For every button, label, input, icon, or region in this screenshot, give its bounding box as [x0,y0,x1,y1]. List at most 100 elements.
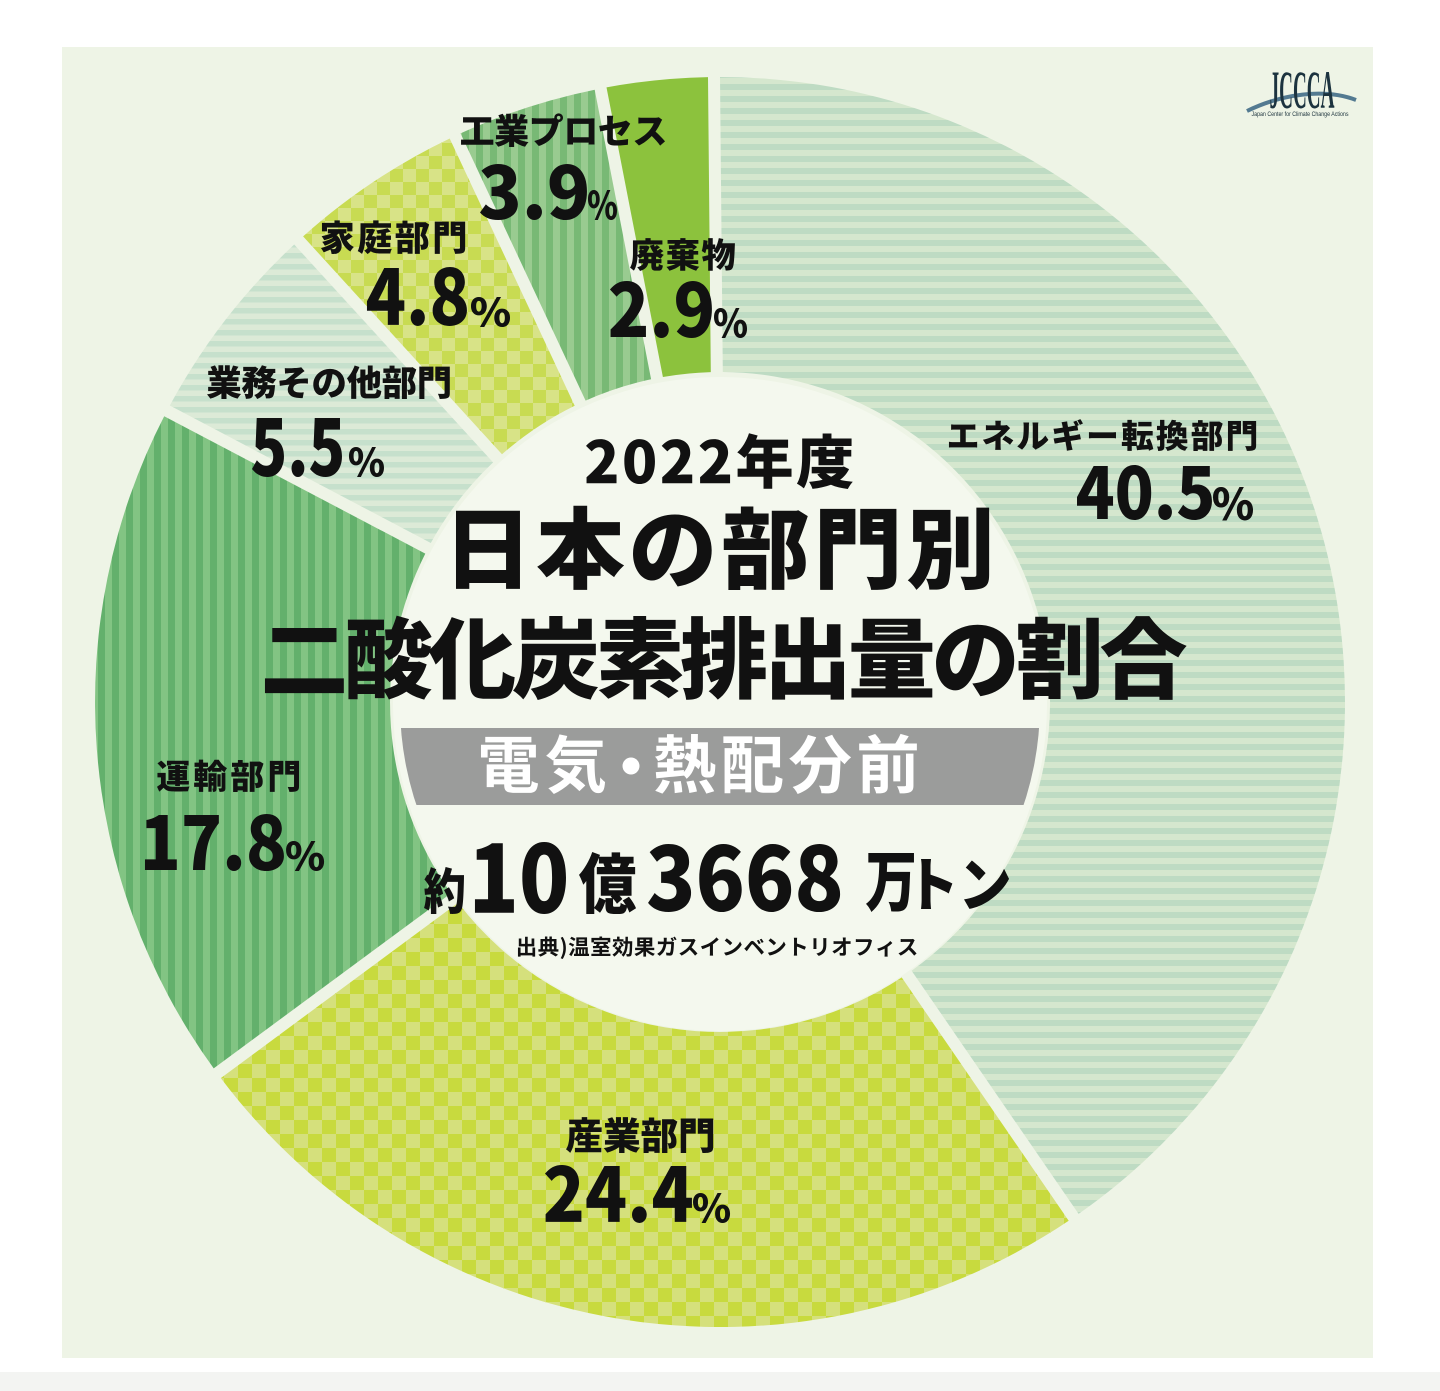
glyph [679,938,698,956]
glyph [680,1118,714,1153]
sector-label-process: 工業プロセス [461,113,666,148]
total-prefix: 約 [424,867,465,914]
glyph [538,936,559,957]
glyph [1017,422,1049,450]
glyph [424,867,465,914]
sector-percent-household: % [470,297,511,328]
glyph [434,221,466,254]
chart-title-line2: 日本の部門別 [455,505,990,591]
glyph [279,367,308,399]
glyph [346,365,382,399]
sector-percent-commercial: % [348,447,384,478]
glyph [252,418,284,477]
glyph [313,368,345,398]
glyph [286,841,325,872]
sector-value-waste: 2.9 [609,281,712,339]
glyph [419,366,450,399]
glyph [1177,465,1212,520]
glyph [681,615,766,700]
sector-value-transport: 17.8 [144,814,284,872]
glyph [661,439,693,484]
glyph [612,936,633,957]
glyph [798,844,841,913]
sector-value-industry: 24.4 [544,1164,692,1223]
source-note: 出典)温室効果ガスインベントリオフィス [517,936,917,960]
glyph [567,118,595,145]
total-man-value: 3668 [648,844,841,913]
glyph [865,852,914,912]
glyph [693,1193,731,1224]
band-label-left: 電気 [480,734,606,795]
glyph [641,1117,678,1154]
chart-text-layer: エネルギー転換部門 40.5 % 産業部門 24.4 % 運輸部門 17.8 %… [144,113,1257,1224]
glyph [676,281,712,339]
sector-value-energy: 40.5 [1077,465,1212,520]
glyph [793,937,806,956]
glyph [382,365,417,399]
glyph [546,734,606,795]
glyph [1077,465,1114,519]
glyph [587,190,617,221]
page-bottom-strip [0,1372,1440,1391]
glyph [1158,504,1172,520]
glyph [428,617,515,700]
glyph [249,814,284,872]
glyph [1227,421,1257,451]
glyph [748,844,792,913]
glyph [907,507,990,591]
sector-value-commercial: 5.5 [252,418,342,477]
sector-label-transport: 運輸部門 [157,759,300,792]
glyph [982,420,1014,450]
glyph [291,459,305,477]
glyph [603,1117,641,1153]
glyph [395,220,430,254]
glyph [767,938,786,956]
sector-label-energy: エネルギー転換部門 [948,419,1257,452]
glyph [713,308,748,339]
jccca-logo: JCCCA Japan Center for Climate Change Ac… [1246,60,1357,120]
glyph [737,433,792,489]
sector-label-waste: 廃棄物 [630,238,735,271]
glyph [789,734,852,794]
glyph [526,203,542,221]
glyph [936,624,1015,697]
sector-value-process: 3.9 [480,164,587,221]
glyph [898,938,917,956]
glyph [517,936,536,957]
glyph [724,938,742,956]
glyph [599,115,631,146]
glyph [634,937,655,957]
glyph [241,365,277,399]
glyph [609,281,646,337]
sector-percent-process: % [587,190,617,221]
glyph [699,439,731,484]
glyph [549,164,587,221]
glyph [144,815,177,870]
sector-label-industry: 産業部門 [565,1117,714,1154]
glyph [1088,432,1116,439]
slice-industry [220,902,1069,1328]
glyph [264,627,344,694]
glyph [231,760,264,792]
glyph [184,815,219,870]
glyph [832,937,851,956]
glyph [723,506,808,591]
slice-transport [95,416,451,1069]
glyph [1191,420,1223,451]
glyph [410,309,425,326]
glyph [194,759,227,792]
glyph [1018,616,1099,700]
glyph [348,447,384,478]
sector-label-commercial: 業務その他部門 [206,365,450,399]
glyph [772,617,844,700]
glyph [513,616,599,701]
glyph [796,433,853,489]
band-label-right: 熱配分前 [654,733,917,794]
slice-energy [720,77,1346,1214]
glyph [634,117,666,146]
glyph [320,220,354,254]
glyph [455,510,520,589]
glyph [654,734,716,794]
glyph [701,238,735,271]
